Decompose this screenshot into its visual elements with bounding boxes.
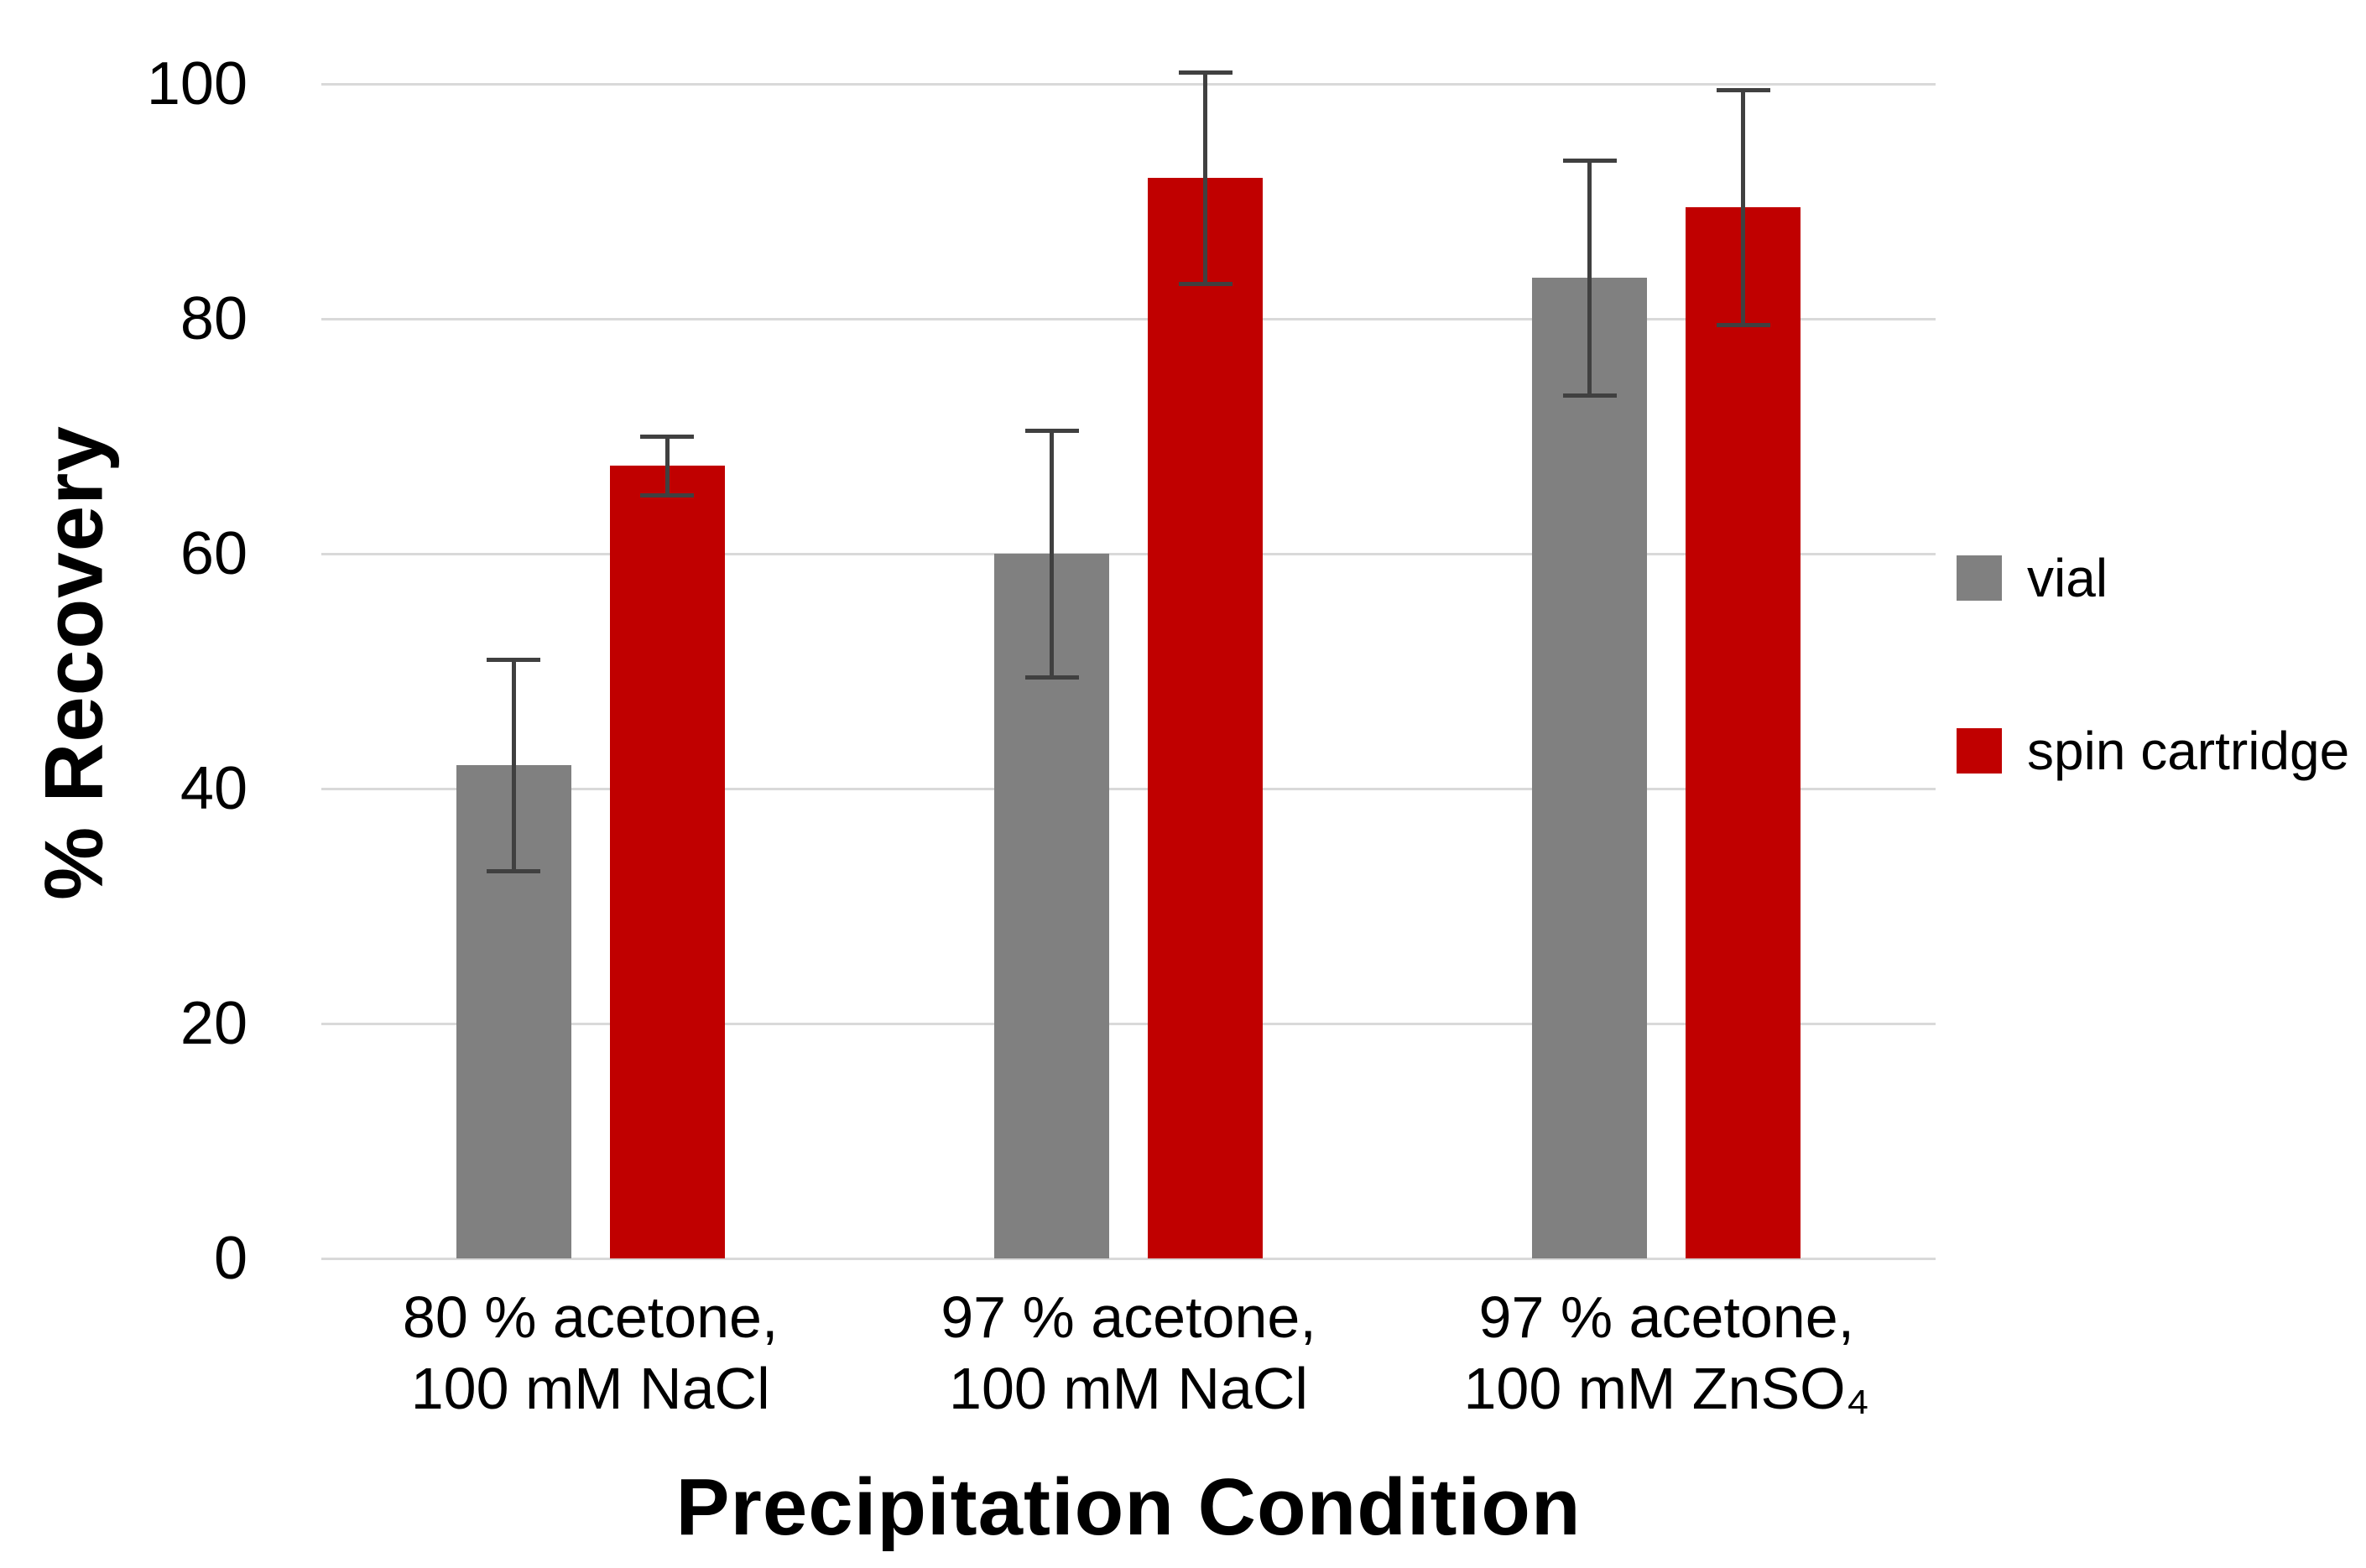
gridline-60 (321, 552, 1936, 555)
error-cap-top-spin-cartridge-0 (640, 434, 695, 439)
x-tick-label-line: 100 mM ZnSO₄ (1463, 1356, 1870, 1422)
gridline-0 (321, 1257, 1936, 1260)
bar-spin-cartridge-0 (609, 466, 725, 1258)
y-tick-label-20: 20 (180, 990, 248, 1057)
x-tick-label-0: 80 % acetone, 100 mM NaCl (314, 1282, 868, 1425)
y-tick-label-80: 80 (180, 285, 248, 352)
y-tick-label-60: 60 (180, 520, 248, 587)
legend-row-vial: vial (1957, 547, 2349, 609)
error-bar-spin-cartridge-2 (1741, 90, 1746, 325)
x-axis-tick-labels: 80 % acetone, 100 mM NaCl 97 % acetone, 100… (321, 1282, 1936, 1466)
gridline-20 (321, 1022, 1936, 1025)
error-cap-top-vial-0 (487, 657, 541, 662)
bar-vial-2 (1532, 278, 1648, 1258)
legend-label-vial: vial (2027, 548, 2108, 608)
error-bar-vial-0 (511, 659, 516, 871)
x-tick-label-line: 80 % acetone, (402, 1284, 779, 1350)
x-tick-label-1: 97 % acetone, 100 mM NaCl (852, 1282, 1405, 1425)
legend-row-spin-cartridge: spin cartridge (1957, 720, 2349, 782)
plot-area (321, 70, 1936, 1260)
error-cap-top-spin-cartridge-2 (1716, 87, 1770, 92)
error-bar-vial-2 (1587, 160, 1592, 395)
error-bar-spin-cartridge-1 (1203, 72, 1207, 284)
error-cap-bottom-vial-0 (487, 868, 541, 873)
error-cap-top-spin-cartridge-1 (1178, 70, 1233, 75)
error-cap-bottom-spin-cartridge-0 (640, 492, 695, 497)
bar-spin-cartridge-1 (1148, 178, 1263, 1258)
chart-legend: vial spin cartridge (1957, 547, 2349, 893)
y-tick-label-0: 0 (213, 1225, 248, 1292)
error-bar-vial-1 (1050, 430, 1054, 677)
gridline-80 (321, 317, 1936, 320)
bar-spin-cartridge-2 (1686, 207, 1801, 1258)
x-axis-title: Precipitation Condition (675, 1462, 1582, 1552)
gridline-40 (321, 787, 1936, 790)
x-tick-label-2: 97 % acetone, 100 mM ZnSO₄ (1389, 1282, 1943, 1425)
y-tick-label-100: 100 (146, 50, 248, 117)
error-cap-bottom-vial-1 (1024, 675, 1079, 680)
x-tick-label-line: 97 % acetone, (941, 1284, 1316, 1350)
x-tick-label-line: 100 mM NaCl (949, 1356, 1308, 1422)
gridline-100 (321, 82, 1936, 86)
x-tick-label-line: 100 mM NaCl (410, 1356, 770, 1422)
legend-label-spin-cartridge: spin cartridge (2027, 721, 2350, 781)
error-cap-bottom-vial-2 (1562, 393, 1617, 398)
error-bar-spin-cartridge-0 (664, 436, 670, 495)
error-cap-bottom-spin-cartridge-1 (1178, 281, 1233, 286)
x-tick-label-line: 97 % acetone, (1478, 1284, 1855, 1350)
y-axis-tick-labels: 0 20 40 60 80 100 (0, 54, 294, 1289)
error-cap-top-vial-1 (1024, 428, 1079, 433)
legend-swatch-spin-cartridge (1957, 728, 2002, 774)
error-cap-top-vial-2 (1562, 158, 1617, 163)
y-tick-label-40: 40 (180, 755, 248, 822)
legend-swatch-vial (1957, 555, 2002, 601)
error-cap-bottom-spin-cartridge-2 (1716, 322, 1770, 327)
